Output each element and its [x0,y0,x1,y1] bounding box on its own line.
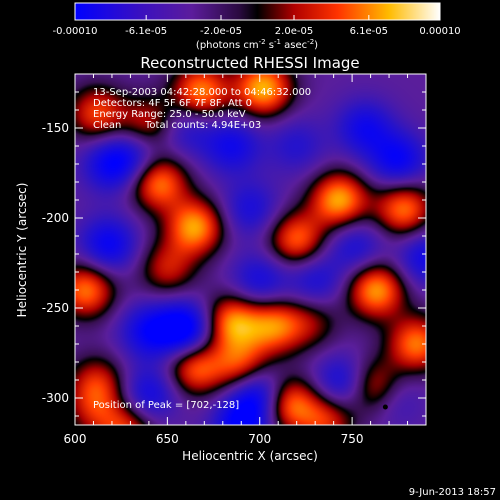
annotation-total-counts: Total counts: 4.94E+03 [144,120,261,131]
annotation-method: Clean [93,120,121,131]
y-axis-label: Heliocentric Y (arcsec) [15,183,29,318]
colorbar-tick-label: -2.0e-05 [200,26,242,37]
x-axis-label: Heliocentric X (arcsec) [182,449,318,463]
annotation-energy-range: Energy Range: 25.0 - 50.0 keV [93,109,246,120]
colorbar-tick-label: 2.0e-05 [275,26,313,37]
plot-frame [74,73,427,426]
footer-date: 9-Jun-2013 18:57 [409,487,496,498]
colorbar-tick-label: 0.00010 [419,26,460,37]
annotation-time-range: 13-Sep-2003 04:42:28.000 to 04:46:32.000 [93,87,311,98]
colorbar-units: (photons cm-2 s-1 asec-2) [196,38,318,51]
y-tick-label: -300 [42,391,69,405]
y-tick-label: -250 [42,301,69,315]
colorbar-ticks: -0.00010 -6.1e-05 -2.0e-05 2.0e-05 6.1e-05 0.… [53,15,461,37]
annotation-detectors: Detectors: 4F 5F 6F 7F 8F, Att 0 [93,98,252,109]
x-tick-label: 700 [248,432,271,446]
chart-title: Reconstructed RHESSI Image [140,54,359,72]
x-tick-label: 750 [341,432,364,446]
x-tick-label: 650 [156,432,179,446]
axis-ticks: 600 650 700 750 -150 -200 -250 -300 [42,73,426,446]
x-tick-label: 600 [64,432,87,446]
y-tick-label: -200 [42,211,69,225]
colorbar-tick-label: -0.00010 [53,26,98,37]
colorbar-tick-label: 6.1e-05 [350,26,388,37]
annotation-peak-position: Position of Peak = [702,-128] [93,400,239,411]
peak-marker [382,404,388,410]
colorbar-tick-label: -6.1e-05 [125,26,167,37]
y-tick-label: -150 [42,121,69,135]
colorbar [74,2,441,21]
heatmap-image [75,74,426,425]
